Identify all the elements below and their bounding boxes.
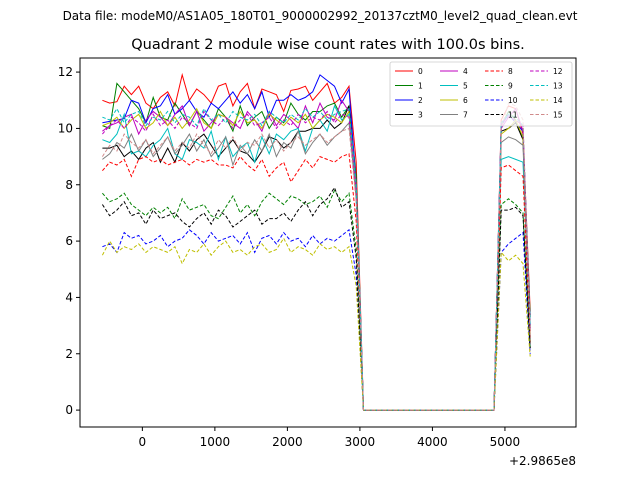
- plot-frame: [79, 57, 577, 428]
- y-tick-label: 6: [65, 234, 73, 248]
- legend-label: 12: [553, 67, 563, 76]
- y-tick-label: 10: [58, 121, 73, 135]
- legend-label: 13: [553, 82, 563, 91]
- x-tick-label: 3000: [345, 435, 376, 449]
- y-tick-label: 4: [65, 290, 73, 304]
- legend-label: 8: [508, 67, 513, 76]
- x-tick-label: 4000: [417, 435, 448, 449]
- x-tick-label: 0: [139, 435, 147, 449]
- chart-title: Quadrant 2 module wise count rates with …: [131, 37, 525, 53]
- series-line-14: [101, 237, 531, 411]
- series-line-8: [102, 153, 531, 411]
- x-tick-label: 1000: [200, 435, 231, 449]
- series-line-5: [102, 104, 531, 411]
- legend-label: 9: [508, 82, 513, 91]
- x-axis: 0 1000 2000 3000 4000 5000: [139, 427, 521, 449]
- series-line-10: [102, 228, 531, 411]
- series-line-6: [102, 107, 531, 411]
- legend-label: 5: [463, 82, 468, 91]
- figure-suptitle: Data file: modeM0/AS1A05_180T01_90000029…: [63, 9, 578, 23]
- y-axis: 0 2 4 6 8 10 12: [58, 65, 80, 417]
- series-line-1: [102, 82, 531, 411]
- legend-label: 15: [553, 111, 563, 120]
- series-line-15: [101, 102, 531, 411]
- y-tick-label: 8: [65, 178, 73, 192]
- plot-area: [101, 72, 531, 411]
- series-line-9: [102, 189, 531, 411]
- series-line-12: [102, 110, 531, 411]
- series-line-4: [102, 99, 531, 411]
- series-line-11: [101, 186, 531, 411]
- legend-label: 3: [418, 111, 423, 120]
- y-tick-label: 12: [58, 65, 73, 79]
- x-axis-offset-label: +2.9865e8: [509, 454, 576, 468]
- legend-box: [389, 61, 573, 127]
- legend-label: 7: [463, 111, 468, 120]
- x-tick-label: 5000: [490, 435, 521, 449]
- legend-label: 1: [418, 82, 423, 91]
- series-line-13: [102, 107, 531, 411]
- series-line-7: [102, 121, 531, 411]
- legend-label: 11: [508, 111, 518, 120]
- y-tick-label: 2: [65, 347, 73, 361]
- legend-label: 6: [463, 96, 468, 105]
- legend-label: 14: [553, 96, 563, 105]
- legend-label: 10: [508, 96, 518, 105]
- legend-label: 4: [463, 67, 468, 76]
- series-line-3: [102, 105, 531, 411]
- legend-label: 2: [418, 96, 423, 105]
- y-tick-label: 0: [65, 403, 73, 417]
- legend-label: 0: [418, 67, 423, 76]
- x-tick-label: 2000: [272, 435, 303, 449]
